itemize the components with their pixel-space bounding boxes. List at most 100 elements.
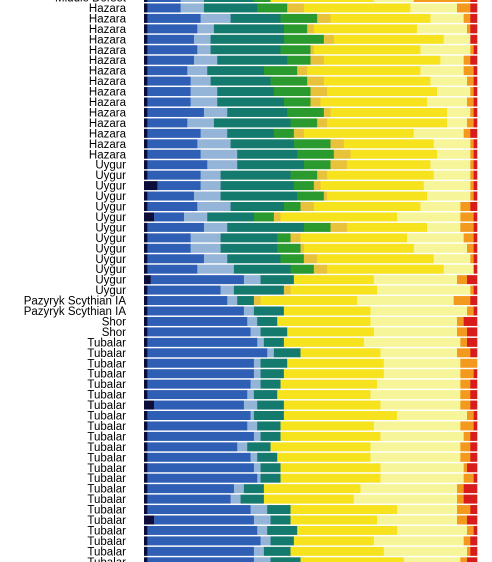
bar-segment	[260, 431, 281, 441]
bar-row	[144, 24, 478, 34]
bar-segment	[210, 34, 285, 44]
bar-segment	[200, 170, 221, 180]
bar-segment	[470, 128, 478, 138]
bar-row	[144, 316, 478, 326]
bar-segment	[473, 118, 478, 128]
bar-segment	[260, 379, 281, 389]
bar-segment	[277, 233, 291, 243]
bar-segment	[470, 400, 478, 410]
bar-segment	[283, 400, 381, 410]
category-label: Tubalar	[87, 379, 126, 391]
bar-segment	[313, 24, 418, 34]
bar-segment	[257, 400, 285, 410]
bar-segment	[323, 107, 331, 117]
bar-segment	[147, 494, 231, 504]
bar-segment	[457, 515, 468, 525]
bar-row	[144, 505, 478, 515]
bar-row	[144, 222, 478, 232]
bar-segment	[144, 222, 148, 232]
bar-segment	[423, 181, 471, 191]
bar-segment	[327, 87, 438, 97]
bar-segment	[144, 515, 155, 525]
bar-segment	[370, 306, 468, 316]
bar-segment	[147, 525, 258, 535]
bar-segment	[313, 202, 421, 211]
bar-segment	[153, 212, 185, 222]
bar-segment	[473, 45, 478, 55]
bar-segment	[147, 45, 198, 55]
bar-segment	[144, 275, 151, 285]
category-label: Tubalar	[87, 546, 126, 558]
bar-segment	[473, 243, 478, 253]
bar-segment	[237, 442, 248, 452]
bar-segment	[290, 546, 385, 556]
bar-segment	[277, 316, 371, 326]
bar-segment	[320, 97, 428, 107]
bar-segment	[463, 463, 468, 473]
bar-segment	[310, 87, 328, 97]
bar-segment	[470, 546, 478, 556]
bar-segment	[273, 212, 281, 222]
bar-segment	[330, 13, 431, 23]
bar-segment	[144, 243, 148, 253]
bar-segment	[147, 316, 248, 326]
bar-segment	[147, 358, 255, 368]
bar-segment	[473, 97, 478, 107]
bar-segment	[200, 128, 228, 138]
bar-segment	[397, 212, 461, 222]
bar-segment	[144, 327, 148, 337]
bar-row	[144, 233, 478, 243]
bar-segment	[147, 87, 191, 97]
bar-segment	[420, 202, 461, 211]
bar-segment	[270, 557, 301, 562]
bar-segment	[470, 536, 478, 546]
bar-segment	[153, 400, 245, 410]
bar-segment	[300, 233, 408, 243]
bar-segment	[237, 149, 298, 159]
bar-segment	[293, 536, 375, 546]
bar-segment	[180, 3, 205, 13]
bar-segment	[203, 0, 255, 2]
bar-segment	[200, 149, 238, 159]
category-label: Hazara	[89, 107, 127, 119]
bar-segment	[463, 233, 474, 243]
bar-segment	[147, 296, 228, 306]
bar-segment	[287, 3, 305, 13]
bar-segment	[330, 139, 345, 149]
bar-segment	[457, 3, 471, 13]
category-label: Uygur	[95, 222, 126, 234]
bar-segment	[257, 473, 261, 483]
bar-segment	[277, 243, 301, 253]
bar-segment	[470, 505, 478, 515]
bar-segment	[467, 515, 478, 525]
bar-segment	[144, 546, 148, 556]
bar-row	[144, 306, 478, 316]
bar-segment	[470, 254, 474, 264]
bar-segment	[147, 149, 201, 159]
bar-segment	[470, 0, 478, 2]
bar-segment	[147, 139, 198, 149]
bar-segment	[310, 97, 321, 107]
bar-segment	[317, 170, 328, 180]
bar-segment	[237, 296, 255, 306]
bar-segment	[470, 13, 478, 23]
bar-segment	[413, 243, 468, 253]
bar-segment	[283, 285, 291, 295]
bar-segment	[147, 369, 255, 379]
bar-row	[144, 128, 478, 138]
bar-row	[144, 421, 478, 431]
bar-segment	[430, 13, 464, 23]
bar-row	[144, 275, 478, 285]
bar-segment	[457, 316, 464, 326]
bar-row	[144, 3, 478, 13]
bar-segment	[144, 463, 148, 473]
bar-segment	[144, 484, 148, 494]
bar-segment	[243, 275, 261, 285]
bar-segment	[380, 473, 464, 483]
bar-segment	[327, 264, 444, 274]
bar-segment	[470, 55, 478, 65]
bar-segment	[470, 107, 474, 117]
bar-segment	[283, 411, 398, 420]
bar-segment	[463, 484, 478, 494]
bar-segment	[440, 55, 464, 65]
